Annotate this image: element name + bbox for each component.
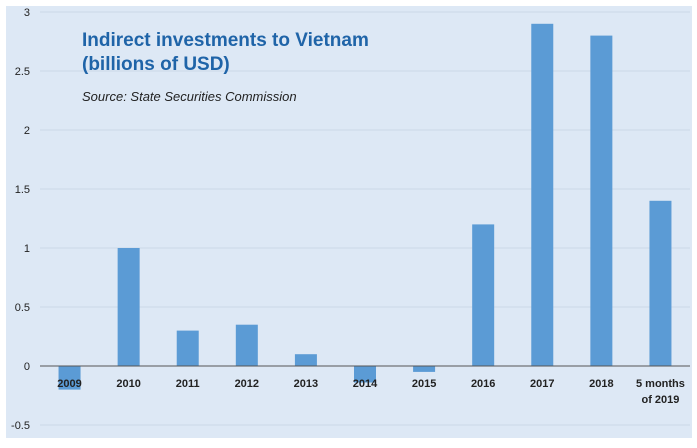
bar-2010	[117, 248, 140, 366]
bars	[58, 23, 672, 390]
y-tick-label: 0.5	[15, 302, 30, 314]
bar-2015	[413, 366, 436, 372]
y-tick-label: 0	[24, 361, 30, 373]
bar-2012	[235, 324, 258, 366]
x-tick-label: 2010	[116, 378, 140, 390]
x-tick-label: 2011	[176, 378, 200, 390]
x-tick-label: 2018	[589, 378, 613, 390]
bar-2016	[472, 224, 495, 366]
y-tick-label: 1.5	[15, 184, 30, 196]
y-tick-label: 2	[24, 125, 30, 137]
chart-title: Indirect investments to Vietnam	[82, 30, 369, 51]
x-tick-label: 2017	[530, 378, 554, 390]
bar-2009	[58, 366, 81, 390]
x-tick-label: 2012	[235, 378, 259, 390]
x-tick-label: of 2019	[641, 394, 679, 406]
bar-2018	[590, 35, 613, 366]
x-tick-label: 2015	[412, 378, 436, 390]
x-tick-label: 5 months	[636, 378, 685, 390]
bar-2011	[176, 330, 199, 366]
y-tick-label: 2.5	[15, 66, 30, 78]
x-tick-label: 2014	[353, 378, 378, 390]
bar-5-months-of-2019	[649, 200, 672, 366]
x-tick-label: 2016	[471, 378, 495, 390]
chart-source: Source: State Securities Commission	[82, 89, 297, 104]
x-axis-labels: 2009 2010 2011 2012 2013 2014 2015 2016 2017 2018…	[57, 378, 685, 406]
bar-2014	[354, 366, 376, 383]
y-tick-label: -0.5	[11, 420, 30, 432]
bar-2017	[531, 23, 554, 367]
x-tick-label: 2013	[294, 378, 318, 390]
y-tick-label: 3	[24, 7, 30, 19]
bar-2013	[294, 354, 317, 366]
chart-subtitle: (billions of USD)	[82, 54, 230, 75]
x-tick-label: 2009	[57, 378, 81, 390]
y-axis-ticks: -0.5 0 0.5 1 1.5 2 2.5 3	[11, 7, 30, 432]
y-tick-label: 1	[24, 243, 30, 255]
